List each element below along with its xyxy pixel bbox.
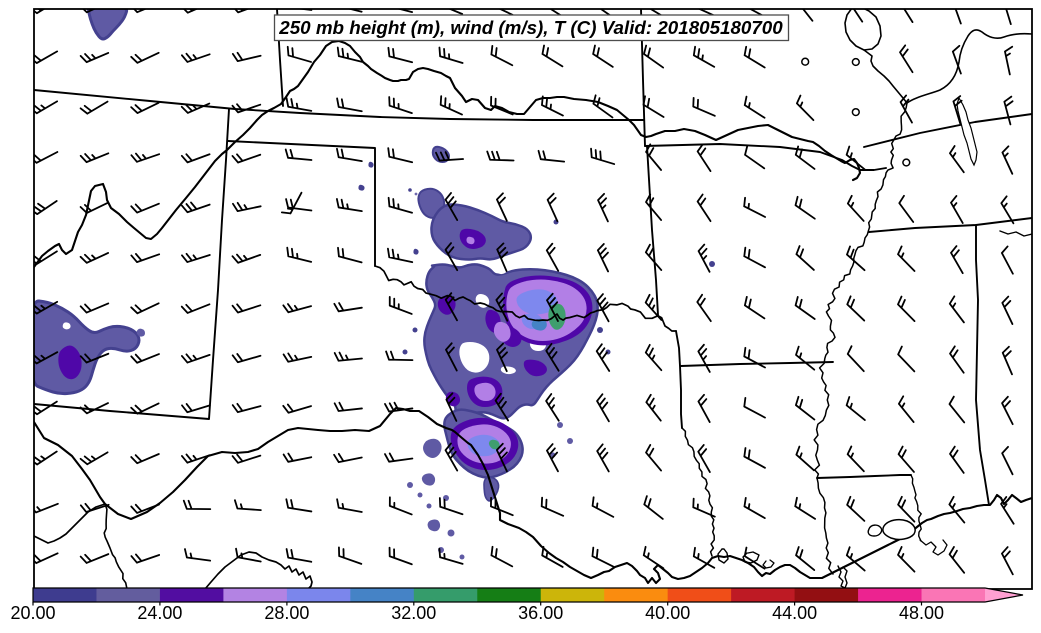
svg-text:48.00: 48.00 [899, 603, 944, 623]
svg-text:40.00: 40.00 [645, 603, 690, 623]
svg-text:20.00: 20.00 [10, 603, 55, 623]
svg-text:44.00: 44.00 [772, 603, 817, 623]
svg-text:250 mb height (m), wind (m/s),: 250 mb height (m), wind (m/s), T (C) Val… [278, 17, 783, 38]
svg-text:24.00: 24.00 [137, 603, 182, 623]
svg-text:28.00: 28.00 [264, 603, 309, 623]
svg-text:36.00: 36.00 [518, 603, 563, 623]
svg-text:32.00: 32.00 [391, 603, 436, 623]
